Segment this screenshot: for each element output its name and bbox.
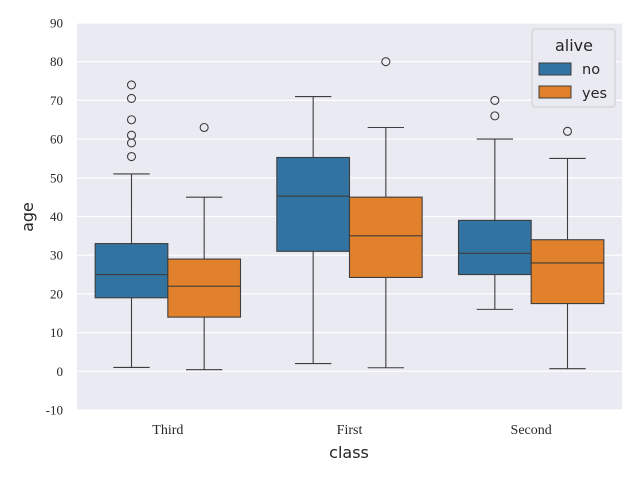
box-iqr	[94, 243, 169, 299]
box-iqr	[348, 196, 423, 279]
x-tick-label: Second	[511, 423, 552, 438]
box-yes-second	[530, 126, 605, 370]
y-tick-label: 0	[57, 364, 64, 379]
y-tick-label: 80	[50, 54, 63, 69]
x-tick-label: Third	[152, 423, 183, 438]
legend-swatch-yes	[538, 85, 572, 99]
outlier-point	[490, 111, 500, 121]
box-iqr	[530, 239, 605, 305]
y-tick-label: -10	[46, 403, 63, 418]
legend: alive no yes	[531, 28, 616, 108]
box-no-third	[94, 80, 169, 368]
box-no-second	[457, 95, 532, 310]
outlier-point	[126, 93, 137, 104]
outlier-point	[490, 95, 500, 105]
box-yes-third	[167, 122, 242, 371]
outlier-point	[562, 126, 573, 136]
legend-swatch-no	[538, 62, 572, 76]
box-yes-first	[348, 57, 423, 369]
y-tick-label: 90	[50, 16, 63, 31]
box-iqr	[167, 258, 242, 318]
y-tick-label: 40	[50, 209, 63, 224]
outlier-point	[381, 57, 391, 67]
box-series	[94, 57, 605, 371]
y-tick-label: 20	[50, 286, 63, 301]
y-tick-label: 10	[50, 325, 63, 340]
y-axis-ticks: -10 0 10 20 30 40 50 60 70 80 90	[46, 16, 63, 418]
x-axis-label: class	[329, 443, 369, 462]
x-tick-label: First	[337, 423, 363, 438]
outlier-point	[126, 115, 137, 125]
legend-title: alive	[555, 36, 593, 55]
box-iqr	[276, 156, 351, 252]
legend-label-no: no	[582, 62, 600, 78]
y-tick-label: 70	[50, 93, 63, 108]
y-axis-label: age	[18, 202, 37, 232]
box-iqr	[457, 219, 532, 276]
outlier-point	[126, 151, 137, 162]
y-tick-label: 50	[50, 170, 63, 185]
legend-label-yes: yes	[582, 86, 607, 102]
outlier-point	[126, 80, 137, 90]
outlier-point	[199, 122, 209, 133]
x-axis-ticks: Third First Second	[152, 423, 551, 438]
y-tick-label: 60	[50, 132, 63, 147]
y-tick-label: 30	[50, 248, 63, 263]
grid-lines	[77, 22, 622, 411]
outlier-point	[126, 130, 137, 140]
